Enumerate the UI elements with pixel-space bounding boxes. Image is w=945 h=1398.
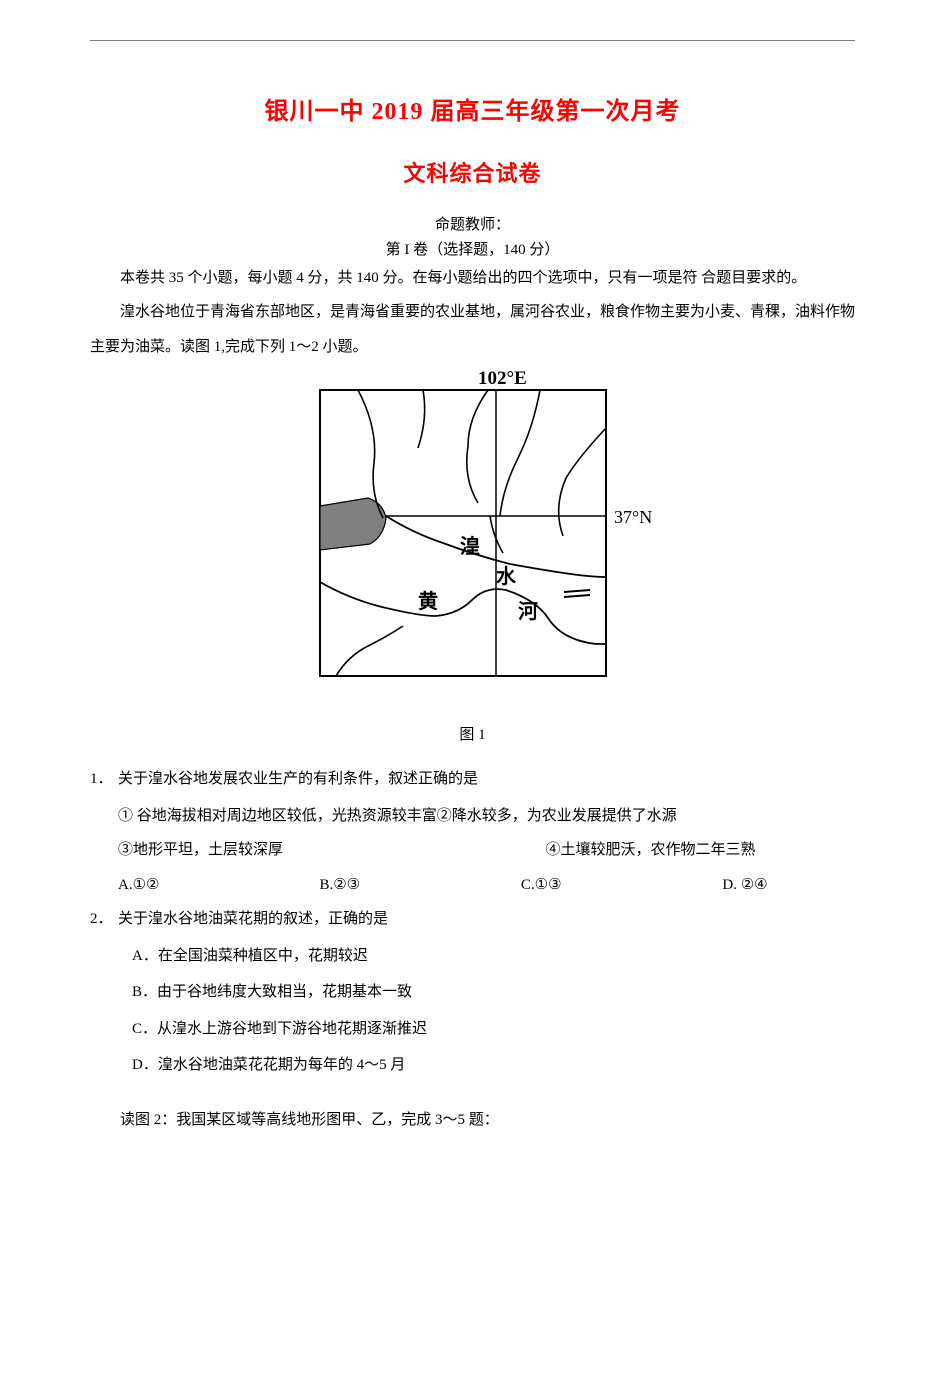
question-2: 2． 关于湟水谷地油菜花期的叙述，正确的是: [90, 902, 855, 937]
figure-1-caption: 图 1: [90, 723, 855, 744]
q1-statement-12: ① 谷地海拔相对周边地区较低，光热资源较丰富②降水较多，为农业发展提供了水源: [118, 799, 677, 834]
label-yellow-river-1: 黄: [418, 589, 438, 613]
q1-option-b: B.②③: [319, 868, 520, 903]
question-1-options: A.①② B.②③ C.①③ D. ②④: [118, 868, 855, 903]
paper-part-line: 第 I 卷（选择题，140 分）: [90, 238, 855, 259]
question-2-number: 2．: [90, 902, 118, 937]
label-huang-river-1: 湟: [460, 534, 480, 558]
q1-option-c: C.①③: [521, 868, 722, 903]
question-1: 1． 关于湟水谷地发展农业生产的有利条件，叙述正确的是: [90, 762, 855, 797]
q1-option-d: D. ②④: [722, 868, 855, 903]
q2-option-c: C．从湟水上游谷地到下游谷地花期逐渐推迟: [132, 1012, 855, 1047]
label-huang-river-2: 水: [496, 565, 517, 588]
top-divider: [90, 40, 855, 41]
q2-option-a: A．在全国油菜种植区中，花期较迟: [132, 939, 855, 974]
figure-1-map: 102°E 37°N: [90, 368, 855, 693]
question-1-statements-12: ① 谷地海拔相对周边地区较低，光热资源较丰富②降水较多，为农业发展提供了水源: [118, 799, 855, 834]
q2-option-d: D．湟水谷地油菜花花期为每年的 4〜5 月: [132, 1048, 855, 1083]
passage-1: 湟水谷地位于青海省东部地区，是青海省重要的农业基地，属河谷农业，粮食作物主要为小…: [90, 295, 855, 364]
question-2-text: 关于湟水谷地油菜花期的叙述，正确的是: [118, 902, 855, 937]
q1-statement-3: ③地形平坦，土层较深厚: [118, 833, 545, 868]
map-svg: 102°E 37°N: [278, 368, 668, 688]
title-main: 银川一中 2019 届高三年级第一次月考: [90, 91, 855, 126]
title-sub: 文科综合试卷: [90, 156, 855, 188]
label-latitude: 37°N: [614, 507, 652, 527]
label-longitude: 102°E: [478, 368, 527, 389]
question-1-text: 关于湟水谷地发展农业生产的有利条件，叙述正确的是: [118, 762, 855, 797]
teacher-line: 命题教师：: [90, 213, 855, 234]
question-1-number: 1．: [90, 762, 118, 797]
q1-statement-4: ④土壤较肥沃，农作物二年三熟: [545, 833, 855, 868]
question-1-statements-34: ③地形平坦，土层较深厚 ④土壤较肥沃，农作物二年三熟: [118, 833, 855, 868]
passage-2: 读图 2：我国某区域等高线地形图甲、乙，完成 3〜5 题：: [90, 1103, 855, 1138]
label-yellow-river-2: 河: [518, 600, 538, 623]
instruction-text: 本卷共 35 个小题，每小题 4 分，共 140 分。在每小题给出的四个选项中，…: [90, 263, 855, 293]
q2-option-b: B．由于谷地纬度大致相当，花期基本一致: [132, 975, 855, 1010]
q1-option-a: A.①②: [118, 868, 319, 903]
